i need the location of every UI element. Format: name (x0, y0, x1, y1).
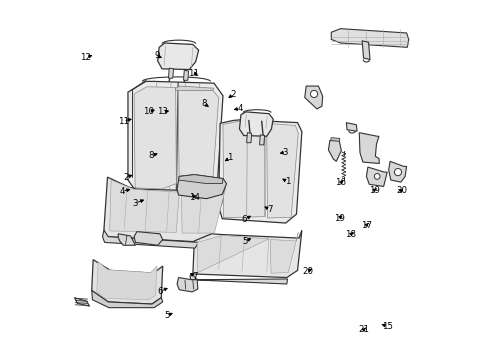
Polygon shape (97, 262, 157, 300)
Text: 10: 10 (142, 107, 154, 116)
Polygon shape (104, 177, 225, 242)
Text: 17: 17 (360, 221, 371, 230)
Text: 7: 7 (266, 205, 272, 214)
Text: 4: 4 (237, 104, 243, 113)
Polygon shape (178, 175, 223, 184)
Polygon shape (362, 41, 369, 59)
Polygon shape (197, 235, 268, 273)
Text: 2: 2 (230, 90, 235, 99)
Text: 11: 11 (118, 117, 128, 126)
Polygon shape (175, 86, 213, 90)
Text: 1: 1 (227, 153, 232, 162)
Polygon shape (118, 234, 135, 245)
Polygon shape (266, 123, 298, 218)
Polygon shape (168, 68, 173, 78)
Text: 6: 6 (241, 215, 247, 224)
Text: 13: 13 (157, 107, 168, 116)
Text: 20: 20 (302, 267, 312, 276)
Polygon shape (388, 161, 406, 182)
Polygon shape (359, 133, 379, 163)
Polygon shape (158, 43, 198, 69)
Polygon shape (190, 274, 287, 284)
Polygon shape (177, 175, 226, 199)
Circle shape (373, 174, 379, 179)
Text: 9: 9 (154, 51, 160, 60)
Text: 11: 11 (188, 69, 199, 78)
Polygon shape (239, 112, 273, 136)
Text: 3: 3 (132, 199, 138, 208)
Text: 4: 4 (119, 187, 124, 196)
Text: 1: 1 (284, 177, 290, 186)
Polygon shape (74, 298, 89, 306)
Polygon shape (92, 260, 163, 304)
Polygon shape (246, 133, 251, 143)
Polygon shape (183, 70, 188, 80)
Text: 8: 8 (148, 151, 154, 160)
Polygon shape (346, 123, 356, 131)
Text: 18: 18 (345, 230, 355, 239)
Polygon shape (330, 138, 339, 141)
Polygon shape (259, 135, 264, 145)
Polygon shape (92, 291, 163, 308)
Polygon shape (181, 187, 225, 233)
Polygon shape (223, 121, 265, 218)
Polygon shape (366, 167, 386, 186)
Polygon shape (304, 86, 322, 109)
Text: 16: 16 (334, 178, 346, 187)
Polygon shape (328, 140, 341, 161)
Text: 15: 15 (382, 322, 393, 331)
Polygon shape (218, 120, 301, 223)
Polygon shape (330, 29, 408, 47)
Polygon shape (177, 278, 198, 292)
Text: 6: 6 (158, 287, 163, 296)
Polygon shape (192, 230, 301, 278)
Polygon shape (109, 180, 179, 232)
Circle shape (394, 168, 401, 176)
Text: 3: 3 (282, 148, 287, 157)
Text: 12: 12 (81, 53, 91, 62)
Polygon shape (134, 231, 163, 245)
Circle shape (310, 90, 317, 98)
Text: 2: 2 (123, 173, 129, 182)
Text: 7: 7 (192, 271, 197, 280)
Text: 19: 19 (333, 213, 344, 222)
Text: 14: 14 (189, 193, 200, 202)
Polygon shape (134, 87, 176, 189)
Polygon shape (102, 230, 198, 248)
Polygon shape (270, 232, 298, 273)
Text: 19: 19 (368, 185, 379, 194)
Polygon shape (178, 87, 218, 190)
Text: 20: 20 (395, 186, 406, 195)
Text: 5: 5 (242, 237, 247, 246)
Polygon shape (128, 81, 223, 193)
Text: 5: 5 (163, 311, 169, 320)
Text: 8: 8 (201, 99, 206, 108)
Text: 21: 21 (357, 325, 368, 334)
